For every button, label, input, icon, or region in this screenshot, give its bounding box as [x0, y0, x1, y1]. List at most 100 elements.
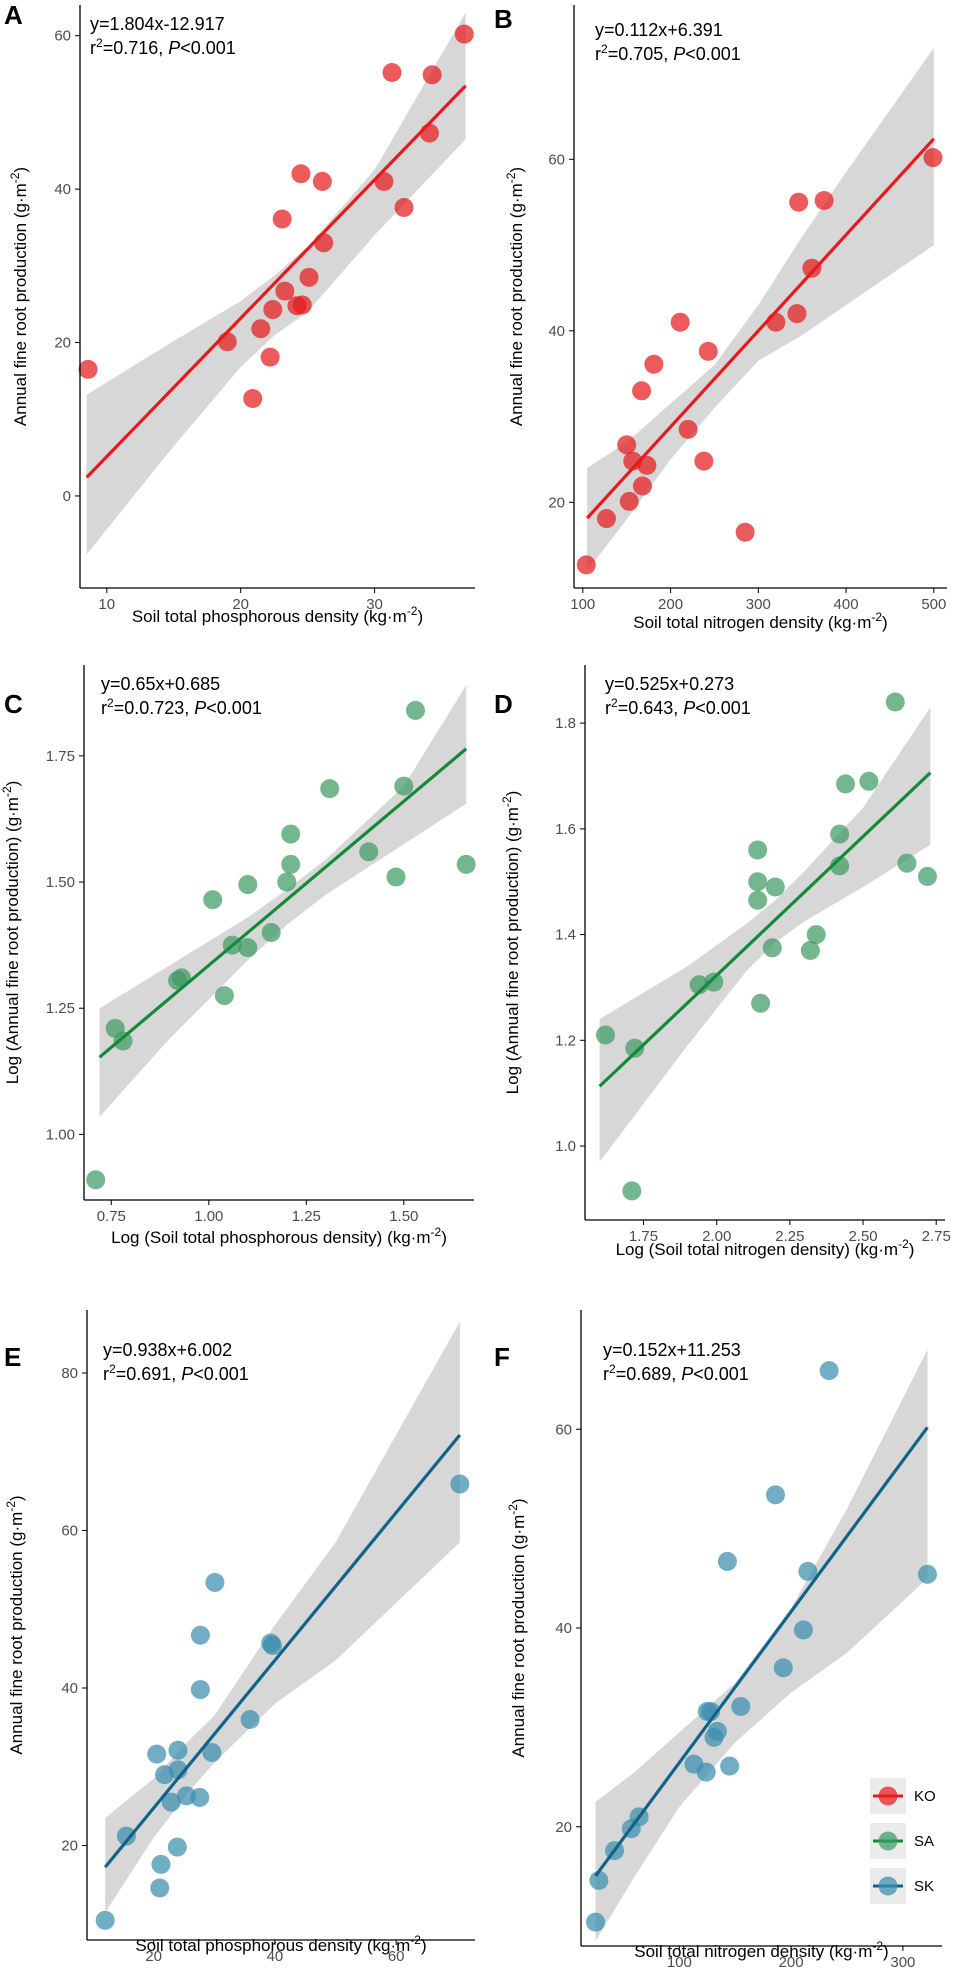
y-tick-label: 1.00 [46, 1126, 75, 1143]
data-point [835, 774, 855, 794]
data-point [394, 198, 414, 218]
panel-D: 1.75 2.00 2.25 2.50 2.75 1.0 1.2 1.4 1.6 1.8 Dy=0.… [494, 665, 951, 1259]
data-point [190, 1680, 210, 1700]
x-tick-label: 300 [746, 596, 771, 613]
data-point [281, 854, 301, 874]
data-point [263, 1635, 283, 1655]
data-point [406, 700, 425, 720]
data-point [251, 319, 271, 339]
data-point [238, 938, 258, 958]
data-point [320, 779, 340, 799]
data-point [806, 925, 826, 945]
data-point [190, 1625, 210, 1645]
regression-stats: r2=0.691, P<0.001 [103, 1362, 249, 1384]
data-point [589, 1870, 609, 1890]
x-tick-label: 200 [658, 596, 683, 613]
data-point [748, 872, 768, 892]
data-point [787, 304, 807, 324]
y-axis-title: Annual fine root production (g·m-2) [4, 1495, 26, 1754]
data-point [394, 776, 414, 796]
x-axis-title: Soil total nitrogen density (kg·m-2) [634, 1939, 888, 1961]
regression-equation: y=0.65x+0.685 [101, 674, 220, 694]
y-tick-label: 1.4 [555, 927, 576, 944]
data-point [762, 938, 782, 958]
data-point [238, 875, 258, 895]
panel-B: 100 200 300 400 500 20 40 60 B y=0.112x+6.391r2=0… [494, 4, 947, 632]
y-axis-title: Log (Annual fine root production) (g·m-2… [500, 791, 522, 1095]
x-tick-label: 1.75 [629, 1228, 658, 1245]
data-point [800, 940, 820, 960]
data-point [78, 359, 98, 379]
data-point [735, 522, 755, 542]
data-point [789, 192, 809, 212]
panel-C: 0.75 1.00 1.25 1.50 1.00 1.25 1.50 1.75 Cy=0.65x… [0, 665, 476, 1247]
data-point [619, 491, 639, 511]
data-point [720, 1756, 740, 1776]
y-tick-label: 0 [63, 488, 71, 505]
x-tick-label: 60 [388, 1948, 405, 1965]
x-tick-label: 30 [366, 596, 383, 613]
data-point [632, 476, 652, 496]
data-point [625, 1038, 645, 1058]
data-point [696, 1762, 716, 1782]
data-point [275, 281, 295, 301]
legend-key-point [878, 1831, 898, 1851]
data-point [422, 65, 442, 85]
x-tick-label: 2.00 [702, 1228, 731, 1245]
data-point [272, 209, 292, 229]
data-point [923, 148, 943, 168]
y-tick-label: 1.2 [555, 1032, 576, 1049]
data-point [748, 840, 768, 860]
data-point [456, 854, 476, 874]
regression-equation: y=0.938x+6.002 [103, 1340, 232, 1360]
y-tick-label: 1.6 [555, 821, 576, 838]
data-point [205, 1572, 225, 1592]
y-axis-title: Annual fine root production (g·m-2) [506, 1498, 528, 1757]
x-tick-label: 20 [232, 596, 249, 613]
legend-key-point [878, 1876, 898, 1896]
data-point [168, 1740, 188, 1760]
x-tick-label: 2.75 [922, 1228, 951, 1245]
data-point [359, 842, 379, 862]
data-point [644, 354, 664, 374]
y-tick-label: 20 [548, 494, 565, 511]
panel-F: 100 200 300 20 40 60 F y=0.152x+11.253r2=0.689,… [494, 1310, 942, 1968]
y-tick-label: 40 [61, 1680, 78, 1697]
data-point [819, 1361, 839, 1381]
data-point [95, 1910, 115, 1930]
panel-letter: A [4, 0, 23, 30]
y-tick-label: 60 [548, 151, 565, 168]
data-point [731, 1697, 751, 1717]
regression-equation: y=1.804x-12.917 [90, 14, 225, 34]
y-tick-label: 1.75 [46, 748, 75, 765]
data-point [595, 1025, 615, 1045]
data-point [859, 771, 879, 791]
x-axis-title: Soil total nitrogen density (kg·m-2) [633, 610, 887, 632]
data-point [454, 24, 474, 44]
data-point [637, 455, 657, 475]
regression-line [98, 747, 468, 1059]
data-point [830, 824, 850, 844]
regression-line [598, 771, 932, 1088]
regression-equation: y=0.152x+11.253 [603, 1340, 741, 1360]
x-tick-label: 1.25 [292, 1208, 321, 1225]
data-point [773, 1658, 793, 1678]
data-point [704, 972, 724, 992]
y-tick-label: 20 [54, 335, 71, 352]
data-point [897, 853, 917, 873]
legend-key-point [878, 1786, 898, 1806]
regression-stats: r2=0.716, P<0.001 [90, 36, 236, 58]
x-axis-title: Soil total phosphorous density (kg·m-2) [132, 604, 423, 626]
data-point [277, 872, 297, 892]
data-point [678, 419, 698, 439]
data-point [917, 866, 937, 886]
panel-letter: F [494, 1342, 510, 1372]
regression-line [85, 84, 467, 479]
data-point [748, 890, 768, 910]
y-tick-label: 40 [548, 323, 565, 340]
data-point [263, 300, 283, 320]
x-tick-label: 1.00 [194, 1208, 223, 1225]
